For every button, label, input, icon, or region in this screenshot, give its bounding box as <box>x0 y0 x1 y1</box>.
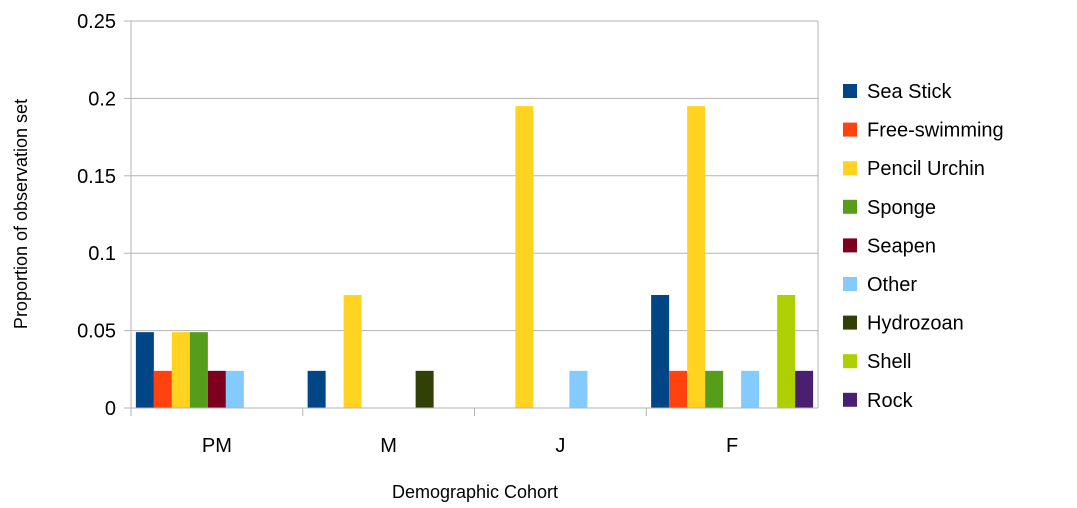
x-tick-label: J <box>555 435 565 457</box>
bar-f-sea-stick <box>651 294 670 408</box>
legend-swatch <box>843 199 857 214</box>
bar-j-other <box>569 370 588 408</box>
y-tick-label: 0.05 <box>77 321 116 343</box>
legend-label: Seapen <box>867 235 936 257</box>
y-tick-label: 0 <box>105 398 116 420</box>
x-axis-title: Demographic Cohort <box>392 482 558 502</box>
legend-label: Sea Stick <box>867 81 952 103</box>
bar-f-pencil-urchin <box>687 106 706 408</box>
y-tick-label: 0.2 <box>88 88 116 110</box>
bar-pm-other <box>225 370 244 408</box>
bar-m-hydrozoan <box>415 370 434 408</box>
x-tick-label: M <box>380 435 397 457</box>
bar-pm-seapen <box>207 370 226 408</box>
bar-f-sponge <box>705 370 724 408</box>
axes <box>130 21 819 416</box>
y-axis-title: Proportion of observation set <box>11 99 31 329</box>
bars-group <box>135 106 814 408</box>
x-tick-label: F <box>726 435 738 457</box>
bar-f-rock <box>795 370 814 408</box>
legend-swatch <box>843 238 857 253</box>
bar-f-other <box>741 370 760 408</box>
legend-swatch <box>843 84 857 98</box>
bar-pm-free-swimming <box>153 370 172 408</box>
y-tick-label: 0.25 <box>77 11 116 33</box>
gridlines <box>124 20 818 409</box>
legend-swatch <box>843 354 857 369</box>
legend-label: Rock <box>867 390 914 412</box>
legend-label: Other <box>867 274 917 296</box>
legend-label: Free-swimming <box>867 120 1004 142</box>
y-tick-label: 0.15 <box>77 166 116 188</box>
legend-swatch <box>843 277 857 291</box>
legend-swatch <box>843 392 857 407</box>
bar-f-shell <box>777 294 796 408</box>
legend: Sea Stick Free-swimming Pencil Urchin Spong… <box>843 81 1004 412</box>
bar-m-sea-stick <box>307 370 326 408</box>
bar-f-free-swimming <box>669 370 688 408</box>
legend-swatch <box>843 315 857 330</box>
bar-pm-pencil-urchin <box>171 332 190 408</box>
legend-label: Shell <box>867 351 911 373</box>
legend-swatch <box>843 122 857 137</box>
x-tick-label: PM <box>202 435 232 457</box>
bar-pm-sponge <box>189 332 208 408</box>
y-tick-label: 0.1 <box>88 243 116 265</box>
bar-m-pencil-urchin <box>343 294 362 408</box>
legend-label: Hydrozoan <box>867 313 964 335</box>
x-tick-labels: PM M J F <box>202 435 738 457</box>
y-tick-labels: 0 0.05 0.1 0.15 0.2 0.25 <box>77 11 116 420</box>
legend-label: Pencil Urchin <box>867 158 985 180</box>
bar-j-pencil-urchin <box>515 106 534 408</box>
legend-swatch <box>843 161 857 176</box>
bar-pm-sea-stick <box>135 332 154 408</box>
legend-label: Sponge <box>867 197 936 219</box>
